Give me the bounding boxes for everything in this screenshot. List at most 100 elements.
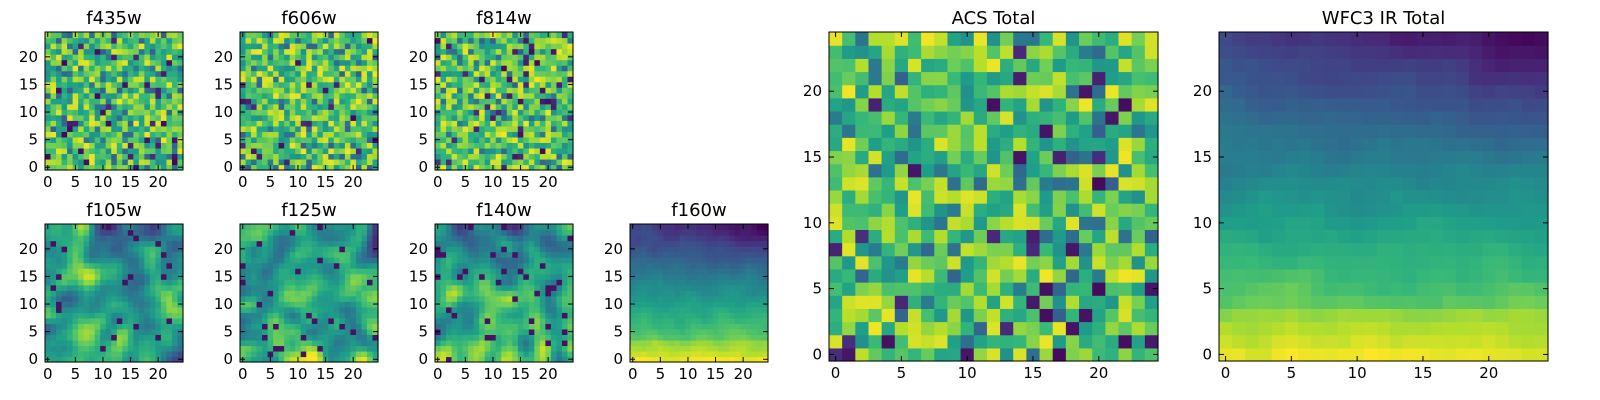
y-tick-label: 5 (613, 323, 623, 341)
heatmap-cell (295, 257, 302, 264)
heatmap-cell (138, 142, 145, 149)
heatmap-cell (473, 87, 480, 94)
heatmap-cell (89, 240, 96, 247)
heatmap-cell (311, 70, 318, 77)
heatmap-cell (245, 279, 252, 286)
heatmap-cell (545, 37, 552, 44)
heatmap-cell (89, 345, 96, 352)
heatmap-cell (289, 37, 296, 44)
heatmap-cell (289, 312, 296, 319)
heatmap-cell (366, 268, 374, 275)
heatmap-cell (317, 125, 324, 132)
heatmap-cell (317, 339, 324, 347)
heatmap-cell (339, 98, 346, 105)
heatmap-cell (56, 125, 63, 132)
heatmap-cell (333, 229, 340, 236)
heatmap-cell (484, 345, 491, 352)
heatmap-cell (344, 76, 351, 83)
heatmap-cell (289, 350, 296, 358)
heatmap-cell (986, 295, 1001, 309)
heatmap-cell (690, 328, 697, 335)
heatmap-cell (144, 164, 151, 171)
heatmap-cell (322, 153, 329, 160)
heatmap-cell (133, 240, 140, 247)
heatmap-cell (468, 70, 475, 77)
heatmap-cell (317, 268, 324, 275)
heatmap-cell (144, 290, 151, 297)
heatmap-cell (1052, 189, 1067, 204)
heatmap-cell (973, 334, 988, 349)
heatmap-cell (149, 136, 156, 143)
heatmap-cell (116, 92, 123, 99)
heatmap-cell (105, 32, 112, 39)
heatmap-cell (484, 43, 491, 50)
heatmap-cell (350, 279, 357, 286)
heatmap-cell (171, 317, 179, 324)
heatmap-cell (328, 323, 335, 330)
heatmap-cell (495, 153, 502, 160)
heatmap-cell (630, 345, 637, 352)
heatmap-cell (278, 295, 285, 302)
heatmap-cell (550, 240, 558, 247)
heatmap-cell (756, 345, 764, 352)
heatmap-cell (641, 306, 648, 313)
heatmap-cell (83, 350, 90, 358)
heatmap-cell (289, 70, 296, 77)
heatmap-cell (273, 114, 280, 121)
heatmap-cell (133, 334, 140, 341)
heatmap-cell (355, 87, 363, 94)
heatmap-cell (457, 147, 464, 155)
heatmap-cell (501, 251, 508, 258)
heatmap-cell (855, 216, 870, 230)
heatmap-cell (468, 98, 475, 105)
heatmap-cell (657, 323, 664, 330)
heatmap-cell (561, 235, 569, 242)
heatmap-cell (446, 114, 453, 121)
heatmap-cell (311, 131, 318, 138)
heatmap-cell (495, 257, 502, 264)
heatmap-cell (177, 87, 184, 94)
heatmap-cell (462, 301, 469, 308)
heatmap-cell (317, 131, 324, 138)
heatmap-cell (100, 301, 107, 308)
heatmap-cell (663, 356, 670, 363)
heatmap-cell (567, 142, 574, 149)
heatmap-cell (273, 284, 280, 291)
heatmap-cell (105, 43, 112, 50)
heatmap-cell (306, 70, 313, 77)
heatmap-cell (56, 224, 63, 231)
heatmap-cell (1144, 216, 1159, 230)
heatmap-cell (61, 76, 68, 83)
heatmap-cells (45, 32, 184, 171)
heatmap-cell (89, 103, 96, 110)
heatmap-cell (685, 334, 692, 341)
heatmap-cell (907, 308, 922, 323)
heatmap-cell (61, 356, 68, 363)
heatmap-cell (690, 306, 697, 313)
heatmap-cell (89, 229, 96, 236)
heatmap-cell (295, 120, 302, 127)
heatmap-cell (635, 350, 642, 358)
heatmap-cell (122, 142, 129, 149)
heatmap-cell (311, 251, 318, 258)
heatmap-cell (451, 37, 458, 44)
heatmap-cell (295, 98, 302, 105)
heatmap-cell (545, 92, 552, 99)
heatmap-cell (256, 284, 263, 291)
heatmap-cell (490, 142, 497, 149)
heatmap-cell (284, 339, 291, 347)
heatmap-cell (855, 163, 870, 178)
heatmap-cell (457, 306, 464, 313)
y-tick-label: 15 (409, 75, 428, 93)
heatmap-cell (674, 284, 681, 291)
heatmap-cell (451, 279, 458, 286)
heatmap-cell (668, 323, 675, 330)
heatmap-cell (1039, 295, 1054, 309)
heatmap-cell (267, 59, 274, 66)
heatmap-cell (451, 312, 458, 319)
heatmap-cell (1026, 334, 1041, 349)
heatmap-cell (133, 103, 140, 110)
heatmap-cell (328, 356, 335, 363)
heatmap-cell (278, 350, 285, 358)
heatmap-cell (240, 43, 247, 50)
